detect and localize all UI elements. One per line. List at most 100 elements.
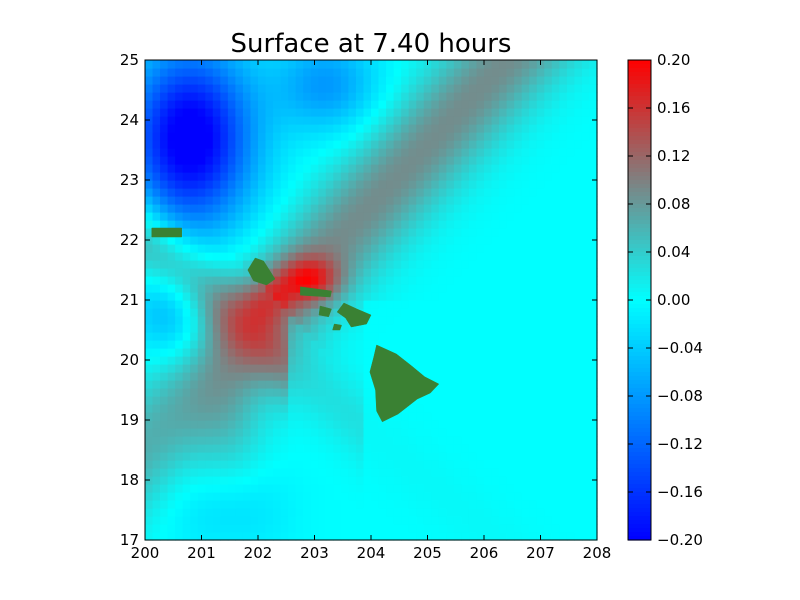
heatmap-cell xyxy=(484,148,493,157)
heatmap-cell xyxy=(536,524,545,533)
heatmap-cell xyxy=(468,316,478,325)
heatmap-cell xyxy=(551,532,560,541)
heatmap-cell xyxy=(363,188,372,197)
heatmap-cell xyxy=(386,284,395,293)
heatmap-cell xyxy=(446,484,455,493)
heatmap-cell xyxy=(160,244,169,253)
heatmap-cell xyxy=(355,492,365,501)
heatmap-cell xyxy=(273,204,282,213)
heatmap-cell xyxy=(446,228,455,237)
heatmap-cell xyxy=(273,132,282,141)
heatmap-cell xyxy=(295,108,304,117)
heatmap-cell xyxy=(453,476,462,485)
heatmap-cell xyxy=(303,180,312,189)
heatmap-cell xyxy=(589,516,598,525)
heatmap-cell xyxy=(544,380,553,389)
heatmap-cell xyxy=(258,172,267,181)
heatmap-cell xyxy=(529,404,538,413)
heatmap-cell xyxy=(544,244,553,253)
heatmap-cell xyxy=(468,244,478,253)
heatmap-cell xyxy=(348,476,357,485)
heatmap-cell xyxy=(152,332,161,341)
heatmap-cell xyxy=(280,292,289,301)
heatmap-cell xyxy=(371,164,380,173)
heatmap-cell xyxy=(303,452,312,461)
heatmap-cell xyxy=(521,292,530,301)
heatmap-cell xyxy=(581,60,591,69)
heatmap-cell xyxy=(197,356,206,365)
heatmap-cell xyxy=(310,500,319,509)
heatmap-cell xyxy=(355,148,365,157)
heatmap-cell xyxy=(393,492,402,501)
heatmap-cell xyxy=(333,508,342,517)
heatmap-cell xyxy=(265,452,274,461)
heatmap-cell xyxy=(348,60,357,69)
heatmap-cell xyxy=(544,516,553,525)
heatmap-cell xyxy=(235,268,244,277)
heatmap-cell xyxy=(544,252,553,261)
heatmap-cell xyxy=(145,340,154,349)
heatmap-cell xyxy=(461,516,470,525)
heatmap-cell xyxy=(476,228,485,237)
heatmap-cell xyxy=(348,196,357,205)
heatmap-cell xyxy=(167,332,176,341)
heatmap-cell xyxy=(589,292,598,301)
heatmap-cell xyxy=(416,492,425,501)
heatmap-cell xyxy=(408,228,417,237)
heatmap-cell xyxy=(529,308,538,317)
heatmap-cell xyxy=(514,308,523,317)
heatmap-cell xyxy=(303,388,312,397)
colorbar-cell xyxy=(628,344,651,349)
heatmap-cell xyxy=(438,516,447,525)
heatmap-cell xyxy=(340,68,349,77)
heatmap-cell xyxy=(544,396,553,405)
heatmap-cell xyxy=(250,76,259,85)
heatmap-cell xyxy=(273,92,282,101)
heatmap-cell xyxy=(227,140,236,149)
heatmap-cell xyxy=(235,348,244,357)
heatmap-cell xyxy=(205,468,214,477)
heatmap-cell xyxy=(514,436,523,445)
heatmap-cell xyxy=(551,164,560,173)
heatmap-cell xyxy=(559,380,568,389)
heatmap-cell xyxy=(453,220,462,229)
heatmap-cell xyxy=(152,284,161,293)
heatmap-cell xyxy=(476,100,485,109)
heatmap-cell xyxy=(288,532,297,541)
heatmap-cell xyxy=(280,212,289,221)
heatmap-cell xyxy=(491,60,500,69)
heatmap-cell xyxy=(529,100,538,109)
heatmap-cell xyxy=(235,68,244,77)
heatmap-cell xyxy=(280,380,289,389)
heatmap-cell xyxy=(521,76,530,85)
heatmap-cell xyxy=(521,524,530,533)
heatmap-cell xyxy=(574,140,583,149)
heatmap-cell xyxy=(333,412,342,421)
heatmap-cell xyxy=(363,436,372,445)
heatmap-cell xyxy=(182,100,191,109)
heatmap-cell xyxy=(371,332,380,341)
heatmap-cell xyxy=(265,404,274,413)
heatmap-cell xyxy=(514,212,523,221)
x-tick-label: 206 xyxy=(470,544,499,562)
heatmap-cell xyxy=(167,420,176,429)
heatmap-cell xyxy=(453,124,462,133)
heatmap-cell xyxy=(408,212,417,221)
heatmap-cell xyxy=(227,500,236,509)
heatmap-cell xyxy=(408,332,417,341)
heatmap-cell xyxy=(318,468,327,477)
heatmap-cell xyxy=(205,460,214,469)
heatmap-cell xyxy=(152,100,161,109)
heatmap-cell xyxy=(551,92,560,101)
heatmap-cell xyxy=(242,156,252,165)
heatmap-cell xyxy=(280,148,289,157)
heatmap-cell xyxy=(348,532,357,541)
colorbar-cell xyxy=(628,516,651,521)
heatmap-cell xyxy=(160,212,169,221)
heatmap-cell xyxy=(393,180,402,189)
colorbar-cell xyxy=(628,68,651,73)
heatmap-cell xyxy=(521,364,530,373)
heatmap-cell xyxy=(205,444,214,453)
heatmap-cell xyxy=(566,332,575,341)
heatmap-cell xyxy=(551,300,560,309)
